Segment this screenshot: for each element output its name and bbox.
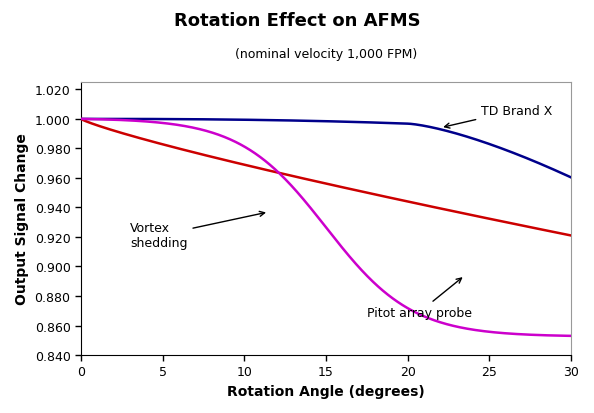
Text: Rotation Effect on AFMS: Rotation Effect on AFMS bbox=[173, 12, 421, 30]
Y-axis label: Output Signal Change: Output Signal Change bbox=[15, 133, 29, 305]
X-axis label: Rotation Angle (degrees): Rotation Angle (degrees) bbox=[227, 384, 425, 398]
Title: (nominal velocity 1,000 FPM): (nominal velocity 1,000 FPM) bbox=[235, 48, 417, 61]
Text: TD Brand X: TD Brand X bbox=[444, 104, 552, 129]
Text: Vortex
shedding: Vortex shedding bbox=[130, 212, 264, 250]
Text: Pitot array probe: Pitot array probe bbox=[367, 278, 472, 319]
